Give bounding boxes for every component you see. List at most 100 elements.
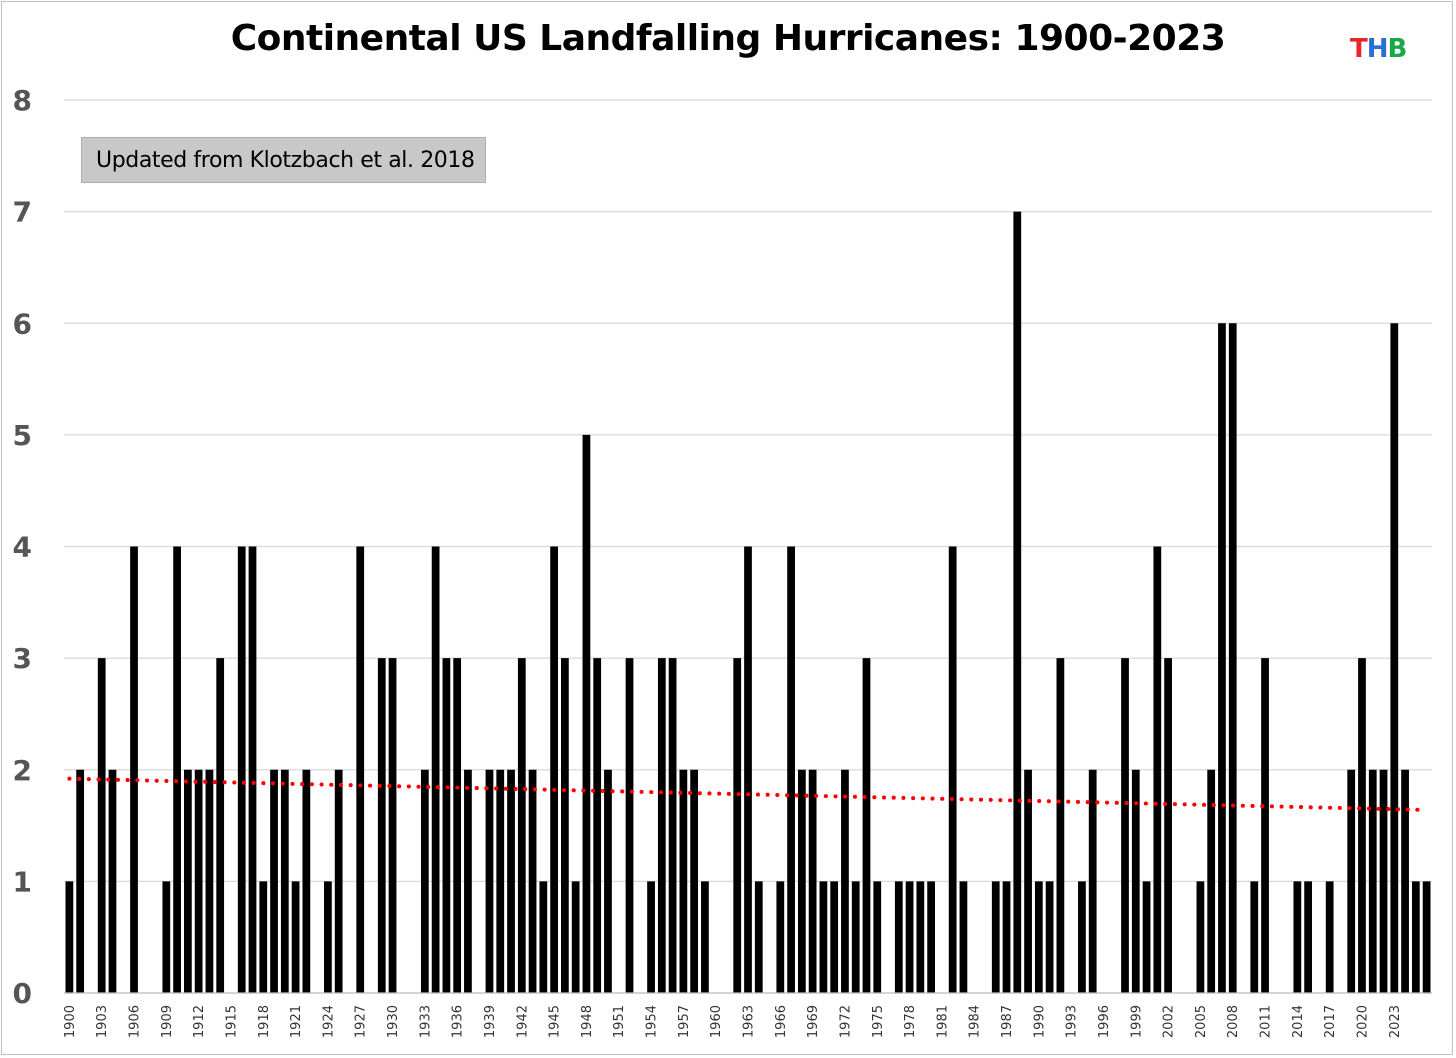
bar-1943 [528, 769, 537, 993]
bar-1901 [76, 769, 85, 993]
x-tick-label: 1933 [418, 1005, 433, 1038]
bar-1939 [485, 769, 494, 993]
bar-1922 [302, 769, 311, 993]
bar-1906 [130, 546, 138, 993]
x-tick-label: 1951 [612, 1005, 627, 1038]
bar-2010 [1250, 881, 1259, 993]
bar-1918 [259, 881, 268, 993]
bar-1948 [582, 434, 591, 993]
y-tick-label: 4 [13, 531, 32, 564]
bar-1910 [173, 546, 181, 993]
bar-1935 [442, 658, 451, 993]
bar-1974 [862, 658, 871, 993]
x-tick-label: 1966 [774, 1005, 789, 1038]
x-tick-label: 1993 [1065, 1005, 1080, 1038]
bar-2000 [1142, 881, 1151, 993]
linear-trend-line [67, 776, 1429, 812]
bar-1946 [561, 658, 569, 993]
bar-2015 [1304, 881, 1313, 993]
x-tick-label: 2014 [1291, 1005, 1306, 1038]
x-tick-label: 1960 [709, 1005, 724, 1038]
bar-1962 [733, 658, 742, 993]
y-axis: 0 1 2 3 4 5 6 7 8 [13, 84, 32, 1010]
bar-2014 [1293, 881, 1302, 993]
y-tick-label: 6 [13, 307, 32, 340]
bar-1936 [453, 658, 462, 993]
x-tick-label: 1978 [903, 1005, 918, 1038]
bar-1986 [991, 881, 1000, 993]
bar-2017 [1325, 881, 1334, 993]
bar-1991 [1045, 881, 1054, 993]
bar-1919 [270, 769, 278, 993]
bar-2023 [1390, 323, 1399, 993]
bar-2022 [1379, 769, 1388, 993]
bar-1966 [776, 881, 785, 993]
bar-2002 [1164, 658, 1172, 993]
bar-1980 [927, 881, 935, 993]
bar-2008 [1228, 323, 1237, 993]
bar-1998 [1121, 658, 1129, 993]
x-tick-label: 1939 [483, 1005, 498, 1038]
bar-1934 [431, 546, 440, 993]
x-tick-label: 1942 [515, 1005, 530, 1038]
logo-letter-t: T [1350, 34, 1368, 64]
bar-1970 [819, 881, 828, 993]
bar-1945 [550, 546, 558, 993]
x-tick-label: 1984 [968, 1005, 983, 1038]
trend-line [67, 776, 1429, 812]
bar-1925 [334, 769, 343, 993]
bar-1978 [905, 881, 914, 993]
bar-1972 [841, 769, 849, 993]
bar-1971 [830, 881, 839, 993]
bar-1975 [873, 881, 882, 993]
bar-1921 [291, 881, 300, 993]
bar-1955 [657, 658, 666, 993]
bar-1990 [1034, 881, 1043, 993]
bar-1979 [916, 881, 925, 993]
x-tick-label: 1900 [63, 1005, 78, 1038]
y-tick-label: 3 [13, 642, 32, 675]
x-tick-label: 1921 [289, 1005, 304, 1038]
x-tick-label: 2023 [1388, 1005, 1403, 1038]
y-tick-label: 1 [13, 865, 32, 898]
bars [65, 211, 1431, 993]
bar-1916 [237, 546, 246, 993]
x-tick-label: 2017 [1323, 1005, 1338, 1038]
x-tick-label: 2011 [1259, 1005, 1274, 1038]
bar-1949 [593, 658, 602, 993]
bar-1969 [808, 769, 817, 993]
x-tick-label: 1936 [451, 1005, 466, 1038]
x-tick-label: 1990 [1032, 1005, 1047, 1038]
y-tick-label: 2 [13, 754, 32, 787]
x-tick-label: 1954 [645, 1005, 660, 1038]
logo-letter-h: H [1366, 34, 1389, 64]
bar-2020 [1358, 658, 1366, 993]
x-tick-label: 2020 [1355, 1005, 1370, 1038]
x-tick-label: 1975 [871, 1005, 886, 1038]
bar-2025 [1411, 881, 1420, 993]
bar-1987 [1002, 881, 1011, 993]
bar-1967 [787, 546, 795, 993]
x-tick-label: 1957 [677, 1005, 692, 1038]
x-tick-label: 1927 [354, 1005, 369, 1038]
bar-1941 [507, 769, 515, 993]
y-tick-label: 0 [13, 977, 32, 1010]
bar-1983 [959, 881, 968, 993]
bar-1912 [194, 769, 203, 993]
bar-1900 [65, 881, 74, 993]
bar-1995 [1088, 769, 1097, 993]
y-tick-label: 8 [13, 84, 32, 117]
x-tick-label: 2002 [1162, 1005, 1177, 1038]
source-annotation: Updated from Klotzbach et al. 2018 [81, 137, 486, 183]
bar-2021 [1368, 769, 1377, 993]
bar-1992 [1056, 658, 1065, 993]
x-tick-label: 1912 [192, 1005, 207, 1038]
bar-2026 [1422, 881, 1431, 993]
x-tick-label: 1918 [257, 1005, 272, 1038]
x-tick-label: 1999 [1129, 1005, 1144, 1038]
bar-1924 [324, 881, 332, 993]
x-tick-label: 1924 [321, 1005, 336, 1038]
bar-1963 [744, 546, 752, 993]
